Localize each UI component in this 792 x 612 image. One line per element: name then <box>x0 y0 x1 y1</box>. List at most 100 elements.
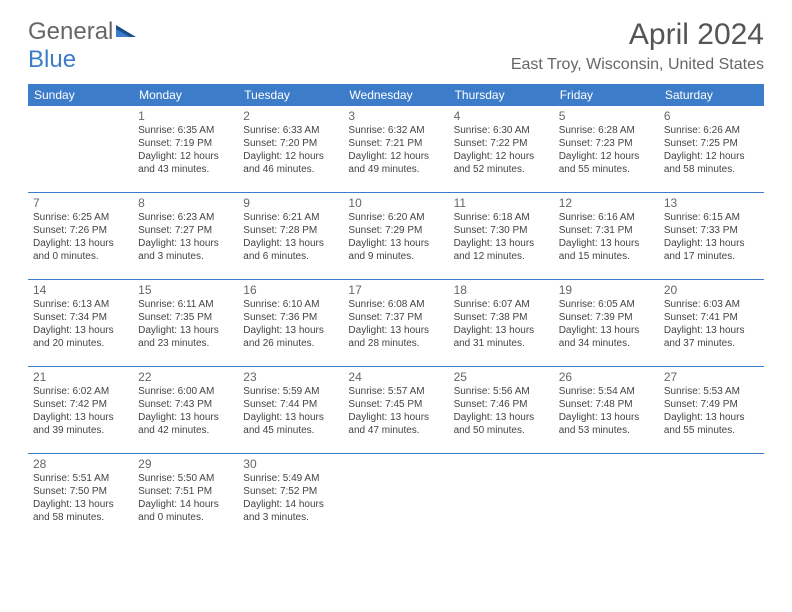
calendar-cell: 29Sunrise: 5:50 AMSunset: 7:51 PMDayligh… <box>133 454 238 540</box>
daylight-text: Daylight: 13 hours and 28 minutes. <box>348 325 443 351</box>
calendar-cell: 28Sunrise: 5:51 AMSunset: 7:50 PMDayligh… <box>28 454 133 540</box>
calendar-week: 14Sunrise: 6:13 AMSunset: 7:34 PMDayligh… <box>28 280 764 367</box>
day-number: 14 <box>33 283 128 298</box>
day-number: 17 <box>348 283 443 298</box>
day-number: 4 <box>454 109 549 124</box>
sunset-text: Sunset: 7:25 PM <box>664 138 759 151</box>
calendar-cell <box>449 454 554 540</box>
sunrise-text: Sunrise: 5:56 AM <box>454 386 549 399</box>
sunset-text: Sunset: 7:45 PM <box>348 399 443 412</box>
day-number: 6 <box>664 109 759 124</box>
sunrise-text: Sunrise: 6:30 AM <box>454 125 549 138</box>
logo: GeneralBlue <box>28 18 138 74</box>
day-number: 20 <box>664 283 759 298</box>
sunset-text: Sunset: 7:48 PM <box>559 399 654 412</box>
calendar-cell: 19Sunrise: 6:05 AMSunset: 7:39 PMDayligh… <box>554 280 659 366</box>
logo-flag-icon <box>116 18 138 46</box>
calendar-cell: 16Sunrise: 6:10 AMSunset: 7:36 PMDayligh… <box>238 280 343 366</box>
daylight-text: Daylight: 12 hours and 52 minutes. <box>454 151 549 177</box>
sunset-text: Sunset: 7:38 PM <box>454 312 549 325</box>
sunrise-text: Sunrise: 6:25 AM <box>33 212 128 225</box>
daylight-text: Daylight: 13 hours and 39 minutes. <box>33 412 128 438</box>
sunset-text: Sunset: 7:50 PM <box>33 486 128 499</box>
day-number: 27 <box>664 370 759 385</box>
day-number: 23 <box>243 370 338 385</box>
sunrise-text: Sunrise: 6:03 AM <box>664 299 759 312</box>
daylight-text: Daylight: 13 hours and 45 minutes. <box>243 412 338 438</box>
calendar: SundayMondayTuesdayWednesdayThursdayFrid… <box>0 78 792 540</box>
sunrise-text: Sunrise: 6:00 AM <box>138 386 233 399</box>
daylight-text: Daylight: 13 hours and 6 minutes. <box>243 238 338 264</box>
sunrise-text: Sunrise: 6:15 AM <box>664 212 759 225</box>
day-header: Wednesday <box>343 84 448 106</box>
sunset-text: Sunset: 7:35 PM <box>138 312 233 325</box>
calendar-cell: 24Sunrise: 5:57 AMSunset: 7:45 PMDayligh… <box>343 367 448 453</box>
calendar-cell: 27Sunrise: 5:53 AMSunset: 7:49 PMDayligh… <box>659 367 764 453</box>
sunset-text: Sunset: 7:42 PM <box>33 399 128 412</box>
day-number: 9 <box>243 196 338 211</box>
sunset-text: Sunset: 7:30 PM <box>454 225 549 238</box>
daylight-text: Daylight: 13 hours and 9 minutes. <box>348 238 443 264</box>
daylight-text: Daylight: 13 hours and 26 minutes. <box>243 325 338 351</box>
day-number: 29 <box>138 457 233 472</box>
sunrise-text: Sunrise: 6:28 AM <box>559 125 654 138</box>
day-number: 13 <box>664 196 759 211</box>
sunrise-text: Sunrise: 6:10 AM <box>243 299 338 312</box>
sunrise-text: Sunrise: 6:20 AM <box>348 212 443 225</box>
calendar-cell: 17Sunrise: 6:08 AMSunset: 7:37 PMDayligh… <box>343 280 448 366</box>
calendar-cell: 22Sunrise: 6:00 AMSunset: 7:43 PMDayligh… <box>133 367 238 453</box>
day-number: 10 <box>348 196 443 211</box>
daylight-text: Daylight: 13 hours and 58 minutes. <box>33 499 128 525</box>
calendar-week: 21Sunrise: 6:02 AMSunset: 7:42 PMDayligh… <box>28 367 764 454</box>
sunset-text: Sunset: 7:34 PM <box>33 312 128 325</box>
day-number: 12 <box>559 196 654 211</box>
sunrise-text: Sunrise: 6:16 AM <box>559 212 654 225</box>
sunset-text: Sunset: 7:51 PM <box>138 486 233 499</box>
calendar-cell: 11Sunrise: 6:18 AMSunset: 7:30 PMDayligh… <box>449 193 554 279</box>
calendar-cell: 25Sunrise: 5:56 AMSunset: 7:46 PMDayligh… <box>449 367 554 453</box>
calendar-cell: 6Sunrise: 6:26 AMSunset: 7:25 PMDaylight… <box>659 106 764 192</box>
day-number: 8 <box>138 196 233 211</box>
calendar-cell: 12Sunrise: 6:16 AMSunset: 7:31 PMDayligh… <box>554 193 659 279</box>
sunset-text: Sunset: 7:31 PM <box>559 225 654 238</box>
calendar-cell: 2Sunrise: 6:33 AMSunset: 7:20 PMDaylight… <box>238 106 343 192</box>
calendar-cell <box>554 454 659 540</box>
calendar-cell <box>659 454 764 540</box>
day-number: 1 <box>138 109 233 124</box>
daylight-text: Daylight: 12 hours and 55 minutes. <box>559 151 654 177</box>
sunset-text: Sunset: 7:22 PM <box>454 138 549 151</box>
sunset-text: Sunset: 7:28 PM <box>243 225 338 238</box>
sunset-text: Sunset: 7:29 PM <box>348 225 443 238</box>
sunset-text: Sunset: 7:49 PM <box>664 399 759 412</box>
sunrise-text: Sunrise: 5:53 AM <box>664 386 759 399</box>
sunset-text: Sunset: 7:23 PM <box>559 138 654 151</box>
day-number: 11 <box>454 196 549 211</box>
calendar-cell: 9Sunrise: 6:21 AMSunset: 7:28 PMDaylight… <box>238 193 343 279</box>
calendar-cell: 14Sunrise: 6:13 AMSunset: 7:34 PMDayligh… <box>28 280 133 366</box>
sunrise-text: Sunrise: 6:02 AM <box>33 386 128 399</box>
calendar-cell: 7Sunrise: 6:25 AMSunset: 7:26 PMDaylight… <box>28 193 133 279</box>
sunrise-text: Sunrise: 5:50 AM <box>138 473 233 486</box>
calendar-cell: 30Sunrise: 5:49 AMSunset: 7:52 PMDayligh… <box>238 454 343 540</box>
day-number: 25 <box>454 370 549 385</box>
daylight-text: Daylight: 12 hours and 46 minutes. <box>243 151 338 177</box>
day-number: 21 <box>33 370 128 385</box>
daylight-text: Daylight: 13 hours and 34 minutes. <box>559 325 654 351</box>
day-number: 30 <box>243 457 338 472</box>
daylight-text: Daylight: 13 hours and 20 minutes. <box>33 325 128 351</box>
calendar-week: 7Sunrise: 6:25 AMSunset: 7:26 PMDaylight… <box>28 193 764 280</box>
day-number: 15 <box>138 283 233 298</box>
daylight-text: Daylight: 13 hours and 31 minutes. <box>454 325 549 351</box>
sunset-text: Sunset: 7:26 PM <box>33 225 128 238</box>
calendar-cell: 4Sunrise: 6:30 AMSunset: 7:22 PMDaylight… <box>449 106 554 192</box>
sunset-text: Sunset: 7:27 PM <box>138 225 233 238</box>
sunset-text: Sunset: 7:20 PM <box>243 138 338 151</box>
daylight-text: Daylight: 12 hours and 43 minutes. <box>138 151 233 177</box>
sunrise-text: Sunrise: 6:13 AM <box>33 299 128 312</box>
sunset-text: Sunset: 7:37 PM <box>348 312 443 325</box>
day-number: 19 <box>559 283 654 298</box>
sunset-text: Sunset: 7:46 PM <box>454 399 549 412</box>
calendar-cell: 8Sunrise: 6:23 AMSunset: 7:27 PMDaylight… <box>133 193 238 279</box>
sunrise-text: Sunrise: 5:54 AM <box>559 386 654 399</box>
calendar-cell: 20Sunrise: 6:03 AMSunset: 7:41 PMDayligh… <box>659 280 764 366</box>
